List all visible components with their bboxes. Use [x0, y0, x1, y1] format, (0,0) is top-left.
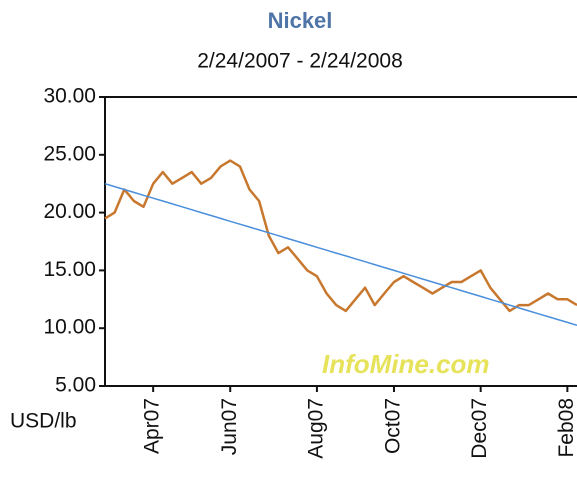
- y-tick-label: 15.00: [43, 258, 96, 281]
- watermark: InfoMine.com: [322, 349, 490, 379]
- price-line: [104, 159, 577, 313]
- y-tick-label: 25.00: [43, 142, 96, 165]
- chart-subtitle: 2/24/2007 - 2/24/2008: [197, 50, 403, 73]
- x-tick-label: Apr07: [141, 398, 164, 454]
- y-axis-label: USD/lb: [10, 410, 77, 433]
- x-tick-label: Jun07: [218, 398, 241, 455]
- trend-line: [104, 182, 577, 327]
- chart-title: Nickel: [268, 8, 333, 33]
- y-tick-label: 5.00: [55, 374, 96, 397]
- x-tick-label: Feb08: [555, 398, 577, 458]
- x-tick-label: Oct07: [382, 398, 405, 454]
- y-tick-label: 20.00: [43, 200, 96, 223]
- x-tick-label: Dec07: [468, 398, 491, 459]
- y-tick-label: 30.00: [43, 85, 96, 108]
- y-tick-label: 10.00: [43, 316, 96, 339]
- x-tick-label: Aug07: [304, 398, 327, 459]
